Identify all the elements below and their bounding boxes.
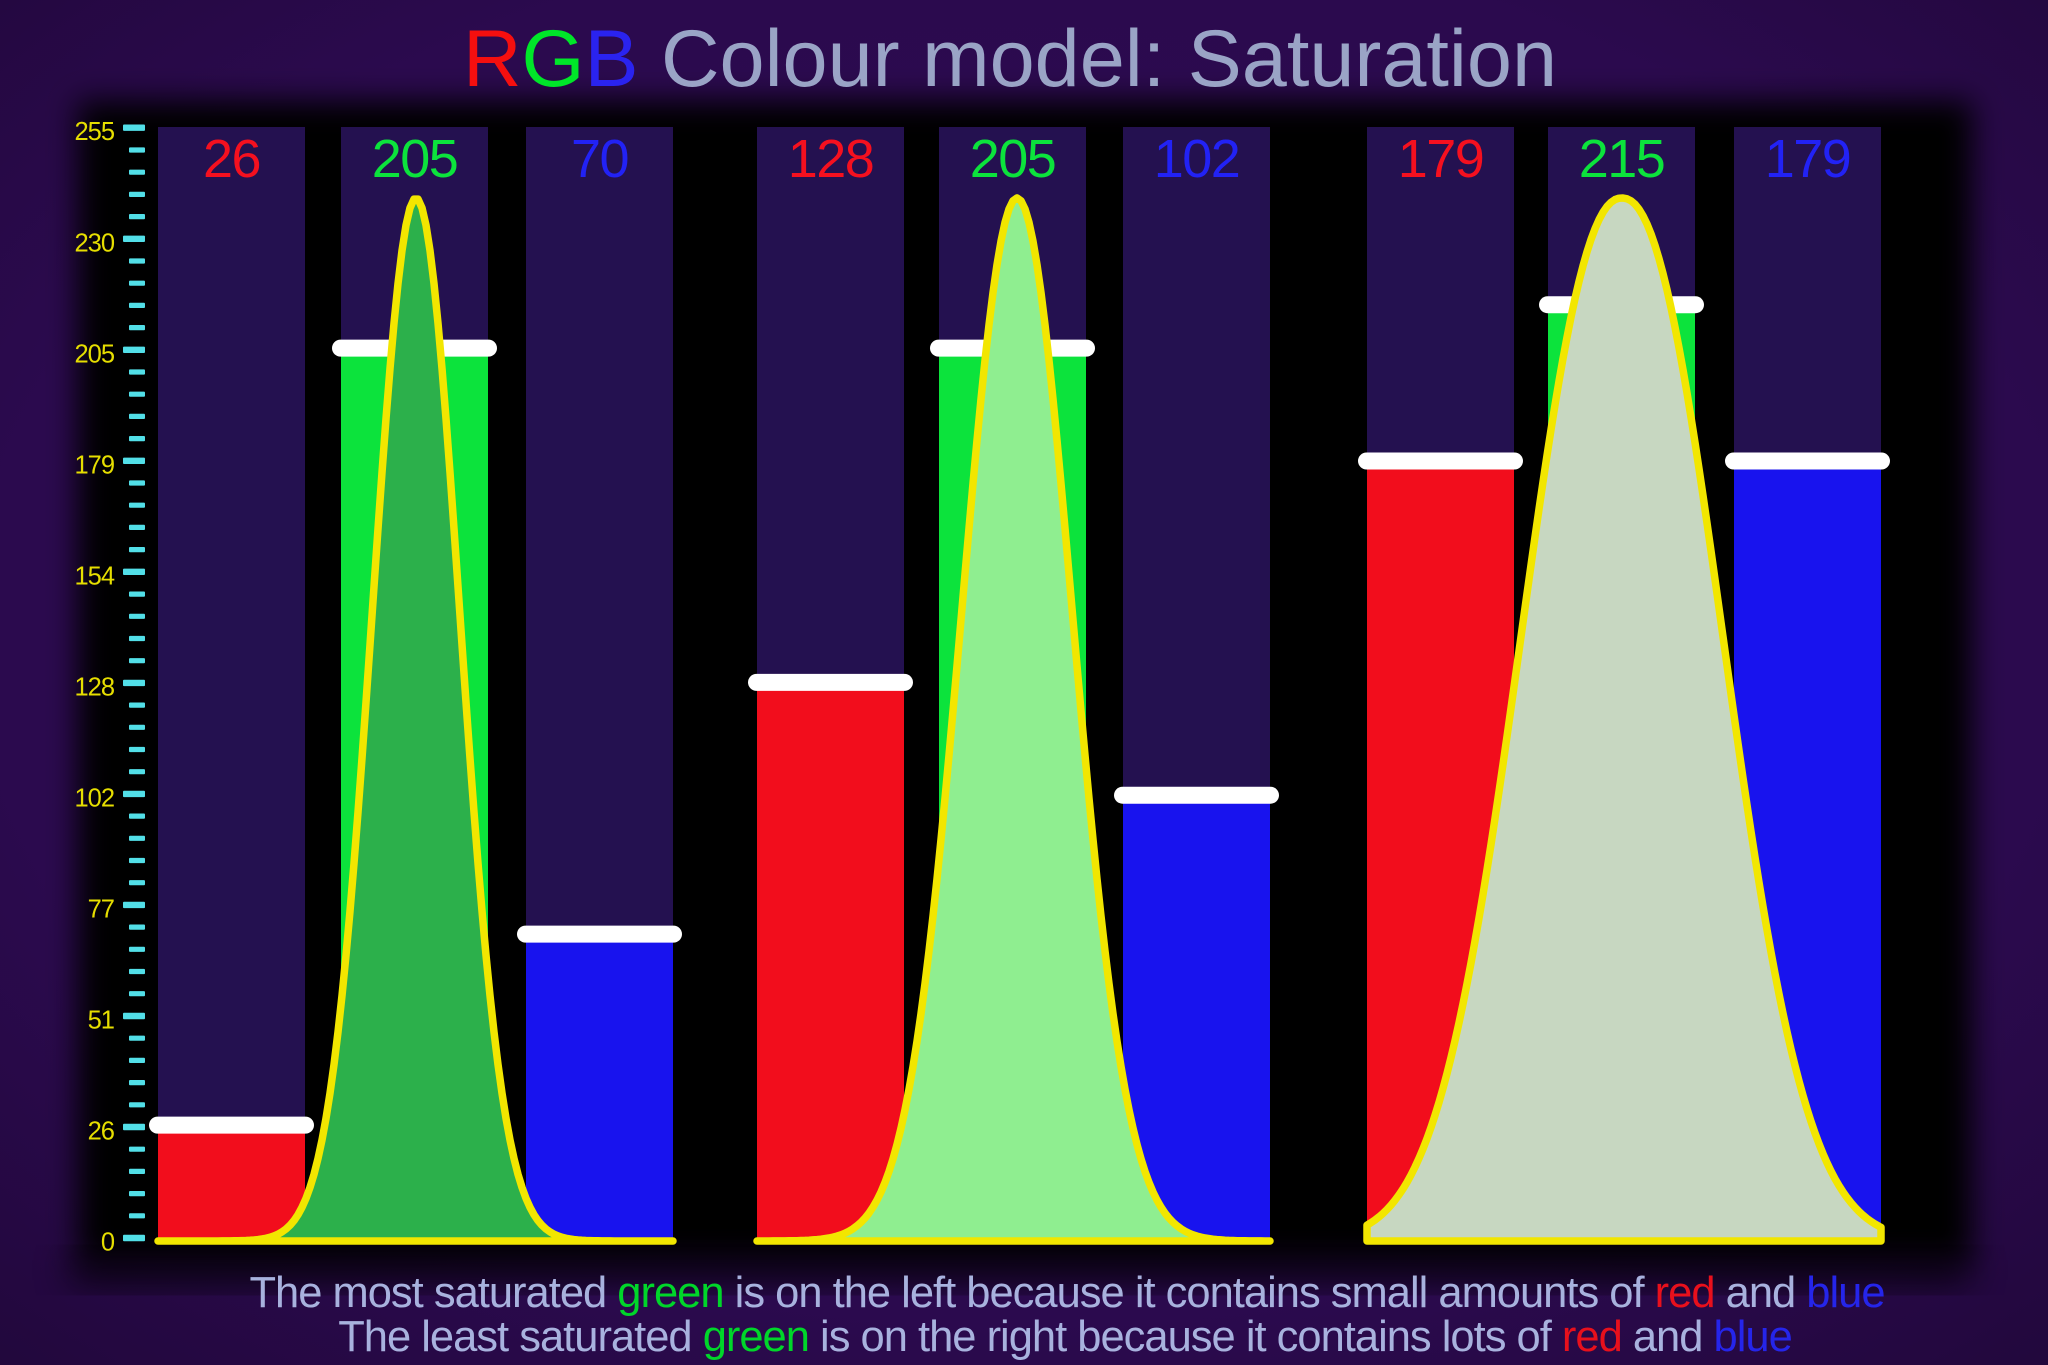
svg-text:26: 26 (203, 129, 260, 189)
svg-text:102: 102 (74, 784, 114, 812)
svg-text:128: 128 (74, 673, 114, 701)
svg-text:230: 230 (74, 229, 114, 257)
svg-text:26: 26 (88, 1118, 115, 1146)
svg-text:179: 179 (1398, 129, 1484, 189)
svg-text:154: 154 (74, 562, 114, 590)
svg-text:179: 179 (1765, 129, 1851, 189)
svg-text:205: 205 (74, 340, 114, 368)
svg-text:77: 77 (88, 895, 114, 923)
svg-text:255: 255 (74, 118, 114, 146)
svg-text:102: 102 (1154, 129, 1240, 189)
svg-text:205: 205 (970, 129, 1056, 189)
svg-text:0: 0 (101, 1229, 115, 1257)
svg-text:70: 70 (571, 129, 628, 189)
svg-text:215: 215 (1579, 129, 1665, 189)
svg-text:205: 205 (372, 129, 458, 189)
svg-text:The least saturated green is o: The least saturated green is on the righ… (338, 1313, 1792, 1361)
svg-text:RGB Colour model: Saturation: RGB Colour model: Saturation (463, 14, 1557, 104)
svg-text:128: 128 (788, 129, 874, 189)
svg-text:The most saturated green is on: The most saturated green is on the left … (249, 1269, 1884, 1317)
svg-text:179: 179 (74, 451, 114, 479)
svg-text:51: 51 (88, 1007, 114, 1035)
